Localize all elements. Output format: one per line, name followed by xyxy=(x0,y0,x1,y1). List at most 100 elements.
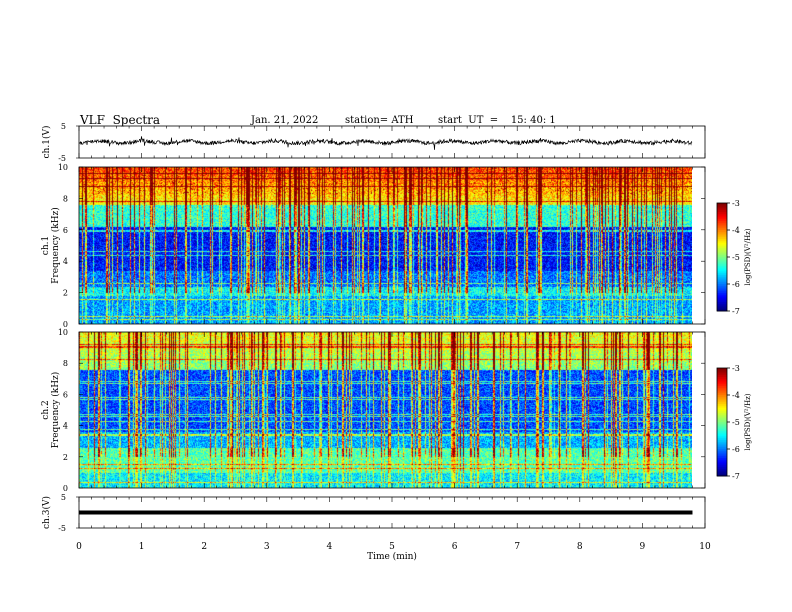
colorbar-swatch xyxy=(717,411,727,414)
colorbar-swatch xyxy=(717,208,727,211)
colorbar-swatch xyxy=(717,231,727,235)
colorbar-swatch xyxy=(717,257,727,260)
colorbar-swatch xyxy=(717,420,727,423)
colorbar-swatch xyxy=(717,253,727,256)
colorbar-swatch xyxy=(717,233,727,236)
colorbar-swatch xyxy=(717,380,727,383)
colorbar-swatch xyxy=(717,219,727,222)
y-tick-label: 10 xyxy=(58,163,68,172)
colorbar-swatch xyxy=(717,305,727,308)
y-tick-label: 2 xyxy=(63,453,68,462)
colorbar-swatch xyxy=(717,291,727,294)
colorbar-swatch xyxy=(717,267,727,271)
colorbar-swatch xyxy=(717,294,727,298)
colorbar-swatch xyxy=(717,398,727,401)
colorbar-swatch xyxy=(717,404,727,407)
colorbar-swatch xyxy=(717,212,727,215)
colorbar-swatch xyxy=(717,432,727,436)
colorbar-swatch xyxy=(717,391,727,394)
colorbar-swatch xyxy=(717,300,727,303)
header-station: station= ATH xyxy=(345,115,414,126)
colorbar-swatch xyxy=(717,217,727,220)
colorbar-swatch xyxy=(717,251,727,254)
x-tick-label: 6 xyxy=(452,542,458,552)
x-tick-label: 1 xyxy=(139,542,145,552)
y-tick-label: 4 xyxy=(63,257,68,266)
header-title: VLF Spectra xyxy=(80,113,161,127)
colorbar-swatch xyxy=(717,445,727,448)
colorbar-swatch xyxy=(717,264,727,267)
colorbar-swatch xyxy=(717,414,727,418)
colorbar-swatch xyxy=(717,235,727,238)
colorbar-swatch xyxy=(717,423,727,427)
y-tick-label: 4 xyxy=(63,422,68,431)
x-tick-label: 5 xyxy=(389,542,395,552)
x-tick-label: 3 xyxy=(264,542,270,552)
colorbar-swatch xyxy=(717,454,727,457)
colorbar-swatch xyxy=(717,309,727,312)
colorbar-swatch xyxy=(717,413,727,416)
colorbar-swatch xyxy=(717,287,727,290)
colorbar-swatch xyxy=(717,262,727,265)
colorbar-swatch xyxy=(717,436,727,439)
colorbar-swatch xyxy=(717,278,727,281)
colorbar-swatch xyxy=(717,470,727,473)
colorbar-swatch xyxy=(717,203,727,206)
colorbar-swatch xyxy=(717,249,727,253)
colorbar-swatch xyxy=(717,369,727,373)
colorbar-swatch xyxy=(717,407,727,410)
colorbar-tick-label: -4 xyxy=(732,391,740,400)
colorbar-swatch xyxy=(717,387,727,391)
colorbar-swatch xyxy=(717,375,727,378)
colorbar-swatch xyxy=(717,427,727,430)
colorbar-swatch xyxy=(717,280,727,283)
colorbar-tick-label: -6 xyxy=(732,280,740,289)
y-tick-label: 10 xyxy=(58,328,68,337)
colorbar-swatch xyxy=(717,461,727,464)
x-tick-label: 10 xyxy=(699,542,711,552)
colorbar-swatch xyxy=(717,275,727,278)
colorbar-swatch xyxy=(717,226,727,229)
colorbar-tick-label: -3 xyxy=(732,364,740,373)
y-tick-label: -5 xyxy=(58,154,66,163)
colorbar-swatch xyxy=(717,425,727,428)
colorbar-swatch xyxy=(717,409,727,412)
colorbar-tick-label: -5 xyxy=(732,418,740,427)
colorbar-swatch xyxy=(717,395,727,398)
colorbar-swatch xyxy=(717,384,727,387)
colorbar-swatch xyxy=(717,230,727,233)
x-tick-label: 9 xyxy=(640,542,646,552)
colorbar-swatch xyxy=(717,418,727,421)
colorbar-swatch xyxy=(717,400,727,403)
y-tick-label: 5 xyxy=(61,493,66,502)
x-tick-label: 4 xyxy=(327,542,333,552)
y-tick-label: 5 xyxy=(61,122,66,131)
colorbar-swatch xyxy=(717,467,727,470)
colorbar-tick-label: -5 xyxy=(732,253,740,262)
y-tick-label: 0 xyxy=(63,320,68,329)
y-tick-label: 6 xyxy=(63,226,68,235)
colorbar-swatch xyxy=(717,302,727,305)
colorbar-swatch xyxy=(717,463,727,466)
colorbar-swatch xyxy=(717,248,727,251)
colorbar-swatch xyxy=(717,393,727,396)
colorbar-swatch xyxy=(717,377,727,380)
colorbar-swatch xyxy=(717,434,727,437)
colorbar-swatch xyxy=(717,378,727,382)
ylabel-frequency-ch2-spectrogram: Frequency (kHz) xyxy=(50,372,61,449)
colorbar-swatch xyxy=(717,244,727,247)
colorbar-swatch xyxy=(717,293,727,296)
colorbar-swatch xyxy=(717,382,727,385)
x-tick-label: 2 xyxy=(201,542,207,552)
colorbar-label: log(PSD)(V²/Hz) xyxy=(744,393,752,450)
colorbar-swatch xyxy=(717,258,727,262)
colorbar-tick-label: -6 xyxy=(732,445,740,454)
colorbar-swatch xyxy=(717,221,727,224)
ylabel-ch3-waveform: ch.3(V) xyxy=(41,496,52,529)
colorbar-swatch xyxy=(717,271,727,274)
colorbar-swatch xyxy=(717,285,727,289)
spectrogram-image-ch1 xyxy=(79,167,692,324)
colorbar-tick-label: -3 xyxy=(732,199,740,208)
colorbar-swatch xyxy=(717,441,727,445)
colorbar-swatch xyxy=(717,276,727,280)
